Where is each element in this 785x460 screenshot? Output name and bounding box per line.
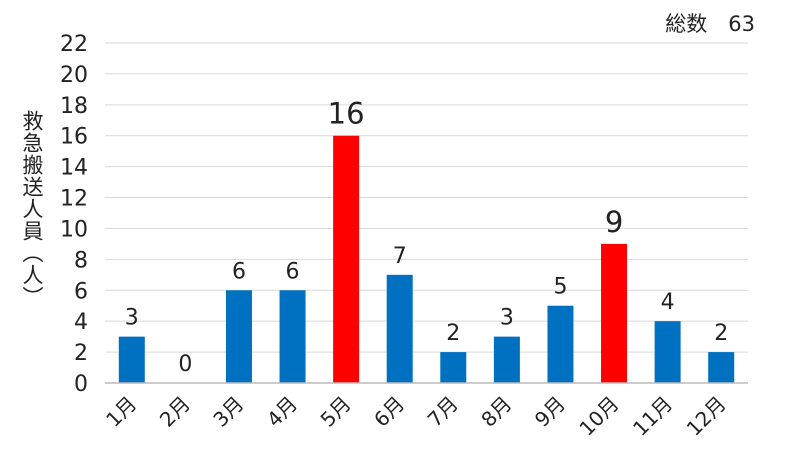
y-tick-label: 0	[74, 372, 88, 397]
bar-4	[279, 290, 306, 383]
data-labels: 3 0 6 6 16 7 2 3 5 9 4 2	[125, 97, 728, 377]
x-tick-label: 2月	[155, 392, 195, 432]
data-label: 9	[605, 205, 623, 239]
data-label: 3	[500, 306, 514, 331]
x-tick-label: 10月	[574, 392, 623, 441]
y-tick-label: 12	[60, 187, 88, 212]
x-tick-label: 4月	[262, 392, 302, 432]
data-label: 6	[232, 259, 246, 284]
y-tick-label: 16	[60, 125, 88, 150]
bar-6	[386, 274, 413, 383]
bar-8	[493, 336, 520, 383]
data-label: 16	[328, 97, 365, 131]
bar-12	[708, 352, 735, 383]
x-tick-label: 12月	[682, 392, 731, 441]
data-label: 5	[553, 275, 567, 300]
y-tick-label: 22	[60, 32, 88, 57]
bar-10	[601, 243, 628, 383]
bar-1	[118, 336, 145, 383]
y-tick-label: 8	[74, 248, 88, 273]
bar-5	[333, 135, 360, 383]
y-tick-label: 14	[60, 156, 88, 181]
y-tick-label: 10	[60, 217, 88, 242]
x-tick-label: 3月	[208, 392, 248, 432]
y-tick-label: 4	[74, 310, 88, 335]
total-count-label: 総数 63	[665, 12, 755, 36]
data-label: 4	[661, 290, 675, 315]
y-axis-label: 救急搬送人員（人）	[20, 110, 44, 308]
data-label: 6	[286, 259, 300, 284]
x-tick-label: 1月	[101, 392, 141, 432]
data-label: 0	[178, 352, 192, 377]
bar-9	[547, 305, 574, 383]
data-label: 2	[446, 321, 460, 346]
bar-11	[654, 321, 681, 383]
data-label: 3	[125, 306, 139, 331]
x-tick-label: 5月	[316, 392, 356, 432]
x-tick-label: 9月	[530, 392, 570, 432]
data-label: 2	[714, 321, 728, 346]
bar-3	[225, 290, 252, 383]
y-tick-label: 2	[74, 341, 88, 366]
x-tick-label: 11月	[628, 392, 677, 441]
x-tick-label: 6月	[369, 392, 409, 432]
y-tick-label: 6	[74, 279, 88, 304]
gridlines	[105, 42, 748, 353]
bar-7	[440, 352, 467, 383]
y-tick-label: 20	[60, 63, 88, 88]
y-tick-label: 18	[60, 94, 88, 119]
y-axis-ticks: 0 2 4 6 8 10 12 14 16 18 20 22	[60, 32, 88, 397]
data-label: 7	[393, 244, 407, 269]
x-tick-label: 8月	[476, 392, 516, 432]
bars	[118, 135, 735, 383]
x-axis-ticks: 1月 2月 3月 4月 5月 6月 7月 8月 9月 10月 11月 12月	[101, 392, 731, 441]
x-tick-label: 7月	[423, 392, 463, 432]
